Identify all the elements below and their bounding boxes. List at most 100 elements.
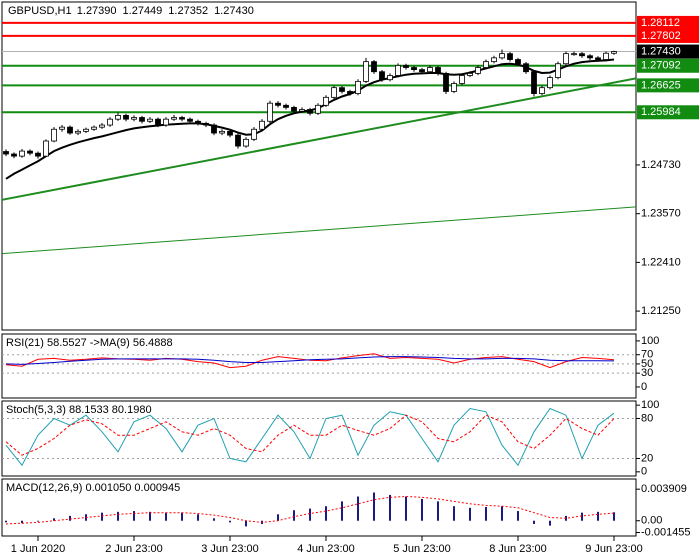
level-box <box>637 15 699 30</box>
candle-body <box>219 130 225 134</box>
y-tick-label: 1.21250 <box>641 305 681 317</box>
level-label: 1.25984 <box>641 106 681 118</box>
candle-body <box>411 67 417 71</box>
candle-body <box>387 75 393 81</box>
macd-bar <box>5 520 7 523</box>
level-box <box>637 105 699 120</box>
candle-body <box>83 128 89 132</box>
macd-bar <box>229 520 231 523</box>
candle-body <box>3 151 9 155</box>
y-tick-label: 0 <box>641 466 647 478</box>
candle-body <box>59 126 65 130</box>
macd-bar <box>165 512 167 521</box>
candle-body <box>323 96 329 106</box>
candle-body <box>211 124 217 134</box>
candle-body <box>227 130 233 136</box>
macd-bar <box>245 520 247 527</box>
y-tick-label: 100 <box>641 335 659 347</box>
candle-body <box>579 53 585 57</box>
candle-body <box>99 124 105 128</box>
last-price-box <box>637 44 699 59</box>
candle-body <box>435 67 441 74</box>
macd-bar <box>453 506 455 521</box>
level-label: 1.26625 <box>641 79 681 91</box>
candle-body <box>379 71 385 81</box>
y-tick-label: 1.23570 <box>641 208 681 220</box>
macd-bar <box>53 518 55 521</box>
last-price-label: 1.27430 <box>641 45 681 57</box>
panel-frame <box>1 333 637 399</box>
y-tick-label: 0.00 <box>641 515 662 527</box>
candle-body <box>299 109 305 112</box>
y-tick-label: 100 <box>641 399 659 411</box>
macd-bar <box>277 514 279 521</box>
macd-bar <box>373 492 375 521</box>
macd-bar <box>533 520 535 524</box>
level-box <box>637 78 699 93</box>
indicator-line <box>5 407 615 467</box>
candle-body <box>595 57 601 60</box>
macd-bar <box>421 498 423 521</box>
close-value: 1.27430 <box>214 5 254 17</box>
macd-bar <box>581 512 583 521</box>
candle-body <box>483 61 489 68</box>
candle-body <box>451 83 457 92</box>
macd-bar <box>469 507 471 521</box>
candle-body <box>571 53 577 56</box>
trend-line <box>1 206 637 255</box>
indicator-title: MACD(12,26,9) 0.001050 0.000945 <box>6 482 180 494</box>
candle-body <box>139 117 145 122</box>
macd-bar <box>21 520 23 524</box>
candle-body <box>171 117 177 120</box>
macd-bar <box>437 501 439 521</box>
candle-body <box>443 72 449 92</box>
candle-body <box>459 75 465 84</box>
macd-bar <box>101 512 103 521</box>
x-tick-label: 4 Jun 23:00 <box>297 543 355 555</box>
y-tick-label: 30 <box>641 367 653 379</box>
candle-body <box>275 102 281 106</box>
y-tick-label: 1.22410 <box>641 256 681 268</box>
candle-body <box>523 63 529 73</box>
candle-body <box>43 140 49 157</box>
candle-body <box>67 126 73 134</box>
level-label: 1.28112 <box>641 17 680 29</box>
candle-body <box>195 120 201 124</box>
candle-body <box>603 52 609 60</box>
macd-bar <box>117 511 119 521</box>
open-value: 1.27390 <box>77 5 117 17</box>
candle-body <box>259 120 265 130</box>
candle-body <box>115 114 121 120</box>
candle-body <box>27 150 33 154</box>
candle-body <box>547 77 553 89</box>
candle-body <box>315 104 321 114</box>
candle-body <box>499 53 505 59</box>
macd-bar <box>357 496 359 521</box>
candle-body <box>147 118 153 122</box>
y-tick-label: 20 <box>641 452 653 464</box>
candle-body <box>187 118 193 122</box>
candle-body <box>427 67 433 73</box>
indicator-title: Stoch(5,3,3) 88.1533 80.1980 <box>6 404 152 416</box>
y-tick-label: 1.24730 <box>641 159 681 171</box>
macd-bar <box>293 510 295 521</box>
candle-body <box>203 122 209 126</box>
candle-body <box>371 61 377 73</box>
level-box <box>637 58 699 73</box>
candle-body <box>251 128 257 140</box>
y-tick-label: -0.001455 <box>641 526 691 538</box>
candle-body <box>51 128 57 142</box>
macd-bar <box>389 494 391 521</box>
candle-body <box>75 130 81 134</box>
macd-bar <box>549 520 551 526</box>
macd-bar <box>485 507 487 521</box>
candle-body <box>491 57 497 63</box>
candle-body <box>467 72 473 76</box>
candle-body <box>123 114 129 120</box>
x-tick-label: 3 Jun 23:00 <box>201 543 259 555</box>
candle-body <box>507 53 513 60</box>
y-tick-label: 80 <box>641 412 653 424</box>
candle-body <box>131 117 137 120</box>
macd-bar <box>69 515 71 521</box>
